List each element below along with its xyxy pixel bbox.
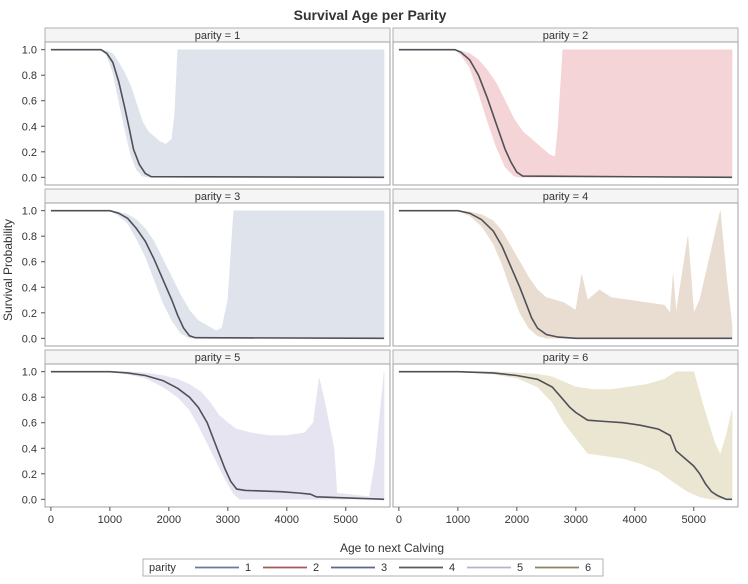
- panel-parity-5: parity = 5: [44, 349, 391, 508]
- x-tick-label: 3000: [564, 514, 588, 526]
- y-tick-label: 0.4: [22, 121, 37, 133]
- panel-parity-6: parity = 6: [392, 349, 739, 508]
- survival-curve: [398, 209, 733, 340]
- y-tick-label: 0.0: [22, 172, 37, 184]
- y-tick-label: 1.0: [22, 45, 37, 57]
- x-tick-label: 5000: [682, 514, 706, 526]
- legend-entry: 5: [467, 562, 523, 574]
- legend-label: 2: [313, 562, 319, 574]
- y-tick-label: 1.0: [22, 367, 37, 379]
- confidence-band: [398, 49, 733, 178]
- legend: parity 1 2 3 4 5 6: [142, 558, 604, 577]
- legend-entry: 4: [399, 562, 455, 574]
- y-tick-label: 0.6: [22, 418, 37, 430]
- panel-border: [44, 202, 391, 347]
- panel-parity-2: parity = 2: [392, 27, 739, 186]
- panel-border: [392, 202, 739, 347]
- survival-curve: [50, 370, 385, 501]
- y-tick-label: 0.0: [22, 333, 37, 345]
- panel-border: [392, 41, 739, 186]
- y-tick-label: 0.4: [22, 443, 37, 455]
- legend-label: 5: [517, 562, 523, 574]
- confidence-band: [50, 371, 385, 500]
- x-tick-label: 3000: [216, 514, 240, 526]
- confidence-band: [398, 210, 733, 339]
- legend-label: 6: [585, 562, 591, 574]
- legend-title: parity: [149, 562, 176, 574]
- panel-title: parity = 5: [195, 352, 241, 364]
- y-tick-label: 0.8: [22, 231, 37, 243]
- survival-curve: [50, 48, 385, 179]
- panel-title: parity = 3: [195, 191, 241, 203]
- y-tick-label: 0.8: [22, 70, 37, 82]
- panel-title: parity = 6: [543, 352, 589, 364]
- y-tick-label: 0.2: [22, 147, 37, 159]
- confidence-band: [50, 210, 385, 339]
- panel-border: [44, 41, 391, 186]
- x-tick-label: 1000: [98, 514, 122, 526]
- legend-entry: 6: [535, 562, 591, 574]
- y-tick-label: 0.6: [22, 96, 37, 108]
- panels-layer: parity = 1 parity = 2 parity = 3 parity = 4…: [44, 27, 739, 508]
- survival-curve: [398, 370, 733, 501]
- y-tick-label: 0.8: [22, 392, 37, 404]
- panel-parity-3: parity = 3: [44, 188, 391, 347]
- y-tick-label: 0.6: [22, 257, 37, 269]
- survival-curve: [398, 48, 733, 179]
- y-tick-label: 0.0: [22, 494, 37, 506]
- panel-title: parity = 4: [543, 191, 589, 203]
- legend-entry: 3: [331, 562, 387, 574]
- panel-border: [44, 363, 391, 508]
- confidence-band: [50, 49, 385, 178]
- panel-title: parity = 2: [543, 30, 589, 42]
- x-tick-label: 5000: [334, 514, 358, 526]
- x-axis-title: Age to next Calving: [340, 541, 444, 555]
- panel-border: [392, 363, 739, 508]
- x-tick-label: 2000: [505, 514, 529, 526]
- y-tick-label: 0.2: [22, 308, 37, 320]
- x-tick-label: 1000: [446, 514, 470, 526]
- axes-layer: 0.0 0.2 0.4 0.6 0.8 1.0 0.0 0.2 0.4 0.6 0.8 1.0 0.0 0…: [22, 45, 706, 526]
- x-tick-label: 0: [48, 514, 54, 526]
- panel-title: parity = 1: [195, 30, 241, 42]
- legend-label: 4: [449, 562, 455, 574]
- x-tick-label: 2000: [157, 514, 181, 526]
- y-tick-label: 0.4: [22, 282, 37, 294]
- confidence-band: [398, 371, 733, 500]
- legend-label: 1: [245, 562, 251, 574]
- x-tick-label: 4000: [623, 514, 647, 526]
- x-tick-label: 4000: [275, 514, 299, 526]
- legend-entry: 2: [263, 562, 319, 574]
- x-tick-label: 0: [396, 514, 402, 526]
- legend-entry: 1: [195, 562, 251, 574]
- y-axis-title: Survival Probability: [1, 219, 15, 321]
- chart-title: Survival Age per Parity: [294, 7, 447, 23]
- panel-parity-4: parity = 4: [392, 188, 739, 347]
- panel-parity-1: parity = 1: [44, 27, 391, 186]
- survival-curve: [50, 209, 385, 340]
- y-tick-label: 1.0: [22, 206, 37, 218]
- y-tick-label: 0.2: [22, 469, 37, 481]
- legend-label: 3: [381, 562, 387, 574]
